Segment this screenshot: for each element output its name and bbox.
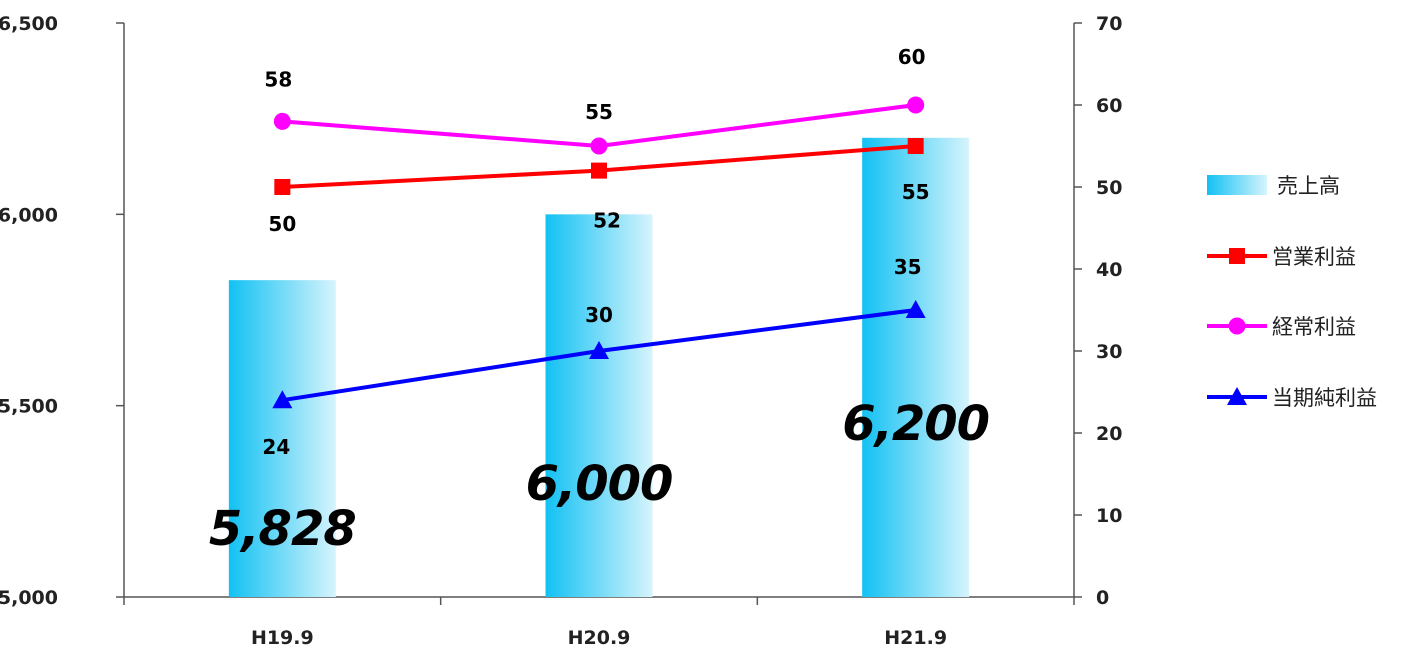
bars bbox=[228, 137, 970, 598]
bar-value-labels: 5,828 6,000 6,200 bbox=[209, 396, 990, 557]
legend-label: 営業利益 bbox=[1272, 245, 1356, 269]
marker-circle bbox=[907, 96, 925, 114]
left-axis-tick-label: 6,000 bbox=[0, 204, 58, 226]
line-data-label: 30 bbox=[585, 303, 613, 327]
line-series bbox=[272, 96, 926, 409]
right-axis-tick-label: 50 bbox=[1096, 177, 1122, 199]
legend-label: 売上高 bbox=[1277, 174, 1340, 198]
legend-label: 当期純利益 bbox=[1272, 386, 1377, 410]
marker-triangle bbox=[905, 300, 926, 318]
x-axis-tick-label: H20.9 bbox=[568, 627, 631, 649]
line-data-label: 50 bbox=[268, 212, 296, 236]
marker-triangle bbox=[589, 341, 609, 359]
marker-triangle bbox=[272, 390, 293, 409]
bar bbox=[545, 214, 653, 598]
line-data-label: 52 bbox=[593, 209, 621, 233]
right-axis-tick-label: 10 bbox=[1096, 505, 1122, 527]
legend-swatch-bar bbox=[1207, 175, 1267, 195]
right-axis-tick-label: 30 bbox=[1096, 341, 1122, 363]
bar-value-label: 5,828 bbox=[209, 501, 356, 557]
bar-value-label: 6,200 bbox=[842, 396, 989, 452]
left-axis-tick-label: 5,000 bbox=[0, 587, 58, 609]
line-data-label: 55 bbox=[585, 100, 613, 124]
marker-square bbox=[274, 179, 291, 195]
legend-marker-circle bbox=[1228, 317, 1246, 335]
bar-value-label: 6,000 bbox=[526, 456, 673, 512]
marker-square bbox=[591, 162, 607, 179]
right-axis-tick-label: 60 bbox=[1096, 95, 1122, 117]
x-axis-tick-label: H19.9 bbox=[251, 627, 314, 649]
line-data-label: 24 bbox=[262, 435, 290, 459]
line-data-label: 55 bbox=[902, 180, 930, 204]
marker-circle bbox=[273, 112, 291, 130]
marker-square bbox=[907, 138, 924, 154]
right-axis-tick-label: 70 bbox=[1096, 13, 1122, 35]
legend-label: 経常利益 bbox=[1272, 315, 1356, 339]
bar bbox=[228, 280, 336, 597]
legend-marker-square bbox=[1229, 248, 1245, 264]
line-data-label: 35 bbox=[894, 255, 922, 279]
axes: 5,000 5,500 6,000 6,500 0 10 20 30 40 50 60 70 H19.9… bbox=[0, 13, 1122, 649]
x-axis-tick-label: H21.9 bbox=[884, 627, 947, 649]
left-axis-tick-label: 6,500 bbox=[0, 13, 58, 35]
right-axis-tick-label: 40 bbox=[1096, 259, 1122, 281]
left-axis-tick-label: 5,500 bbox=[0, 396, 58, 418]
line-data-label: 60 bbox=[898, 45, 926, 69]
line-data-label: 58 bbox=[264, 67, 292, 91]
right-axis-tick-label: 20 bbox=[1096, 423, 1122, 445]
marker-circle bbox=[590, 137, 608, 155]
legend-marker-triangle bbox=[1227, 387, 1247, 405]
line-data-labels: 50 52 55 58 55 60 24 30 35 bbox=[262, 45, 929, 459]
right-axis-tick-label: 0 bbox=[1096, 587, 1109, 609]
bar bbox=[862, 137, 970, 598]
